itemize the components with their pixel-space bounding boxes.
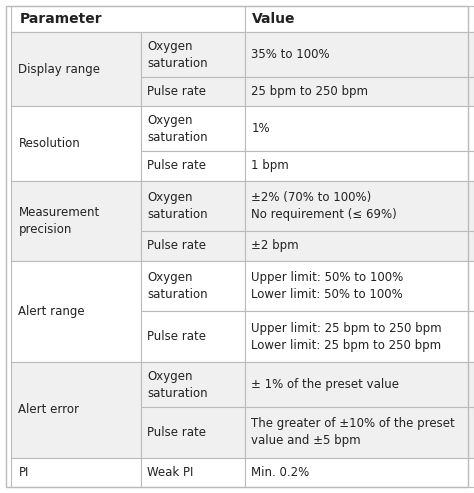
Text: Value: Value bbox=[252, 12, 296, 26]
Bar bbox=[141, 261, 245, 312]
Text: Pulse rate: Pulse rate bbox=[147, 330, 206, 343]
Text: Oxygen
saturation: Oxygen saturation bbox=[147, 191, 208, 221]
Text: The greater of ±10% of the preset
value and ±5 bpm: The greater of ±10% of the preset value … bbox=[251, 417, 455, 447]
Text: Oxygen
saturation: Oxygen saturation bbox=[147, 114, 208, 144]
Text: Upper limit: 25 bpm to 250 bpm
Lower limit: 25 bpm to 250 bpm: Upper limit: 25 bpm to 250 bpm Lower lim… bbox=[251, 322, 442, 352]
Text: ±2 bpm: ±2 bpm bbox=[251, 240, 299, 252]
Bar bbox=[245, 407, 474, 458]
Text: Upper limit: 50% to 100%
Lower limit: 50% to 100%: Upper limit: 50% to 100% Lower limit: 50… bbox=[251, 271, 403, 301]
Text: Pulse rate: Pulse rate bbox=[147, 240, 206, 252]
Bar bbox=[245, 312, 474, 362]
Text: Measurement
precision: Measurement precision bbox=[18, 206, 100, 236]
Bar bbox=[141, 106, 245, 151]
Bar bbox=[141, 151, 245, 180]
Text: Pulse rate: Pulse rate bbox=[147, 426, 206, 439]
Text: 25 bpm to 250 bpm: 25 bpm to 250 bpm bbox=[251, 85, 368, 98]
Bar bbox=[245, 362, 474, 407]
Bar bbox=[245, 77, 474, 106]
Bar bbox=[245, 231, 474, 261]
Bar bbox=[11, 458, 141, 487]
Bar bbox=[245, 106, 474, 151]
Bar bbox=[141, 362, 245, 407]
Bar bbox=[141, 407, 245, 458]
Bar bbox=[245, 458, 474, 487]
Text: Oxygen
saturation: Oxygen saturation bbox=[147, 370, 208, 399]
Text: Oxygen
saturation: Oxygen saturation bbox=[147, 271, 208, 301]
Text: Weak PI: Weak PI bbox=[147, 466, 193, 479]
Text: Alert range: Alert range bbox=[18, 305, 85, 318]
Bar bbox=[11, 362, 141, 458]
Text: ±2% (70% to 100%)
No requirement (≤ 69%): ±2% (70% to 100%) No requirement (≤ 69%) bbox=[251, 191, 397, 221]
Bar bbox=[245, 261, 474, 312]
Text: Alert error: Alert error bbox=[18, 403, 80, 417]
Bar bbox=[141, 33, 245, 77]
Text: 1%: 1% bbox=[251, 122, 270, 135]
Text: PI: PI bbox=[18, 466, 29, 479]
Bar bbox=[141, 312, 245, 362]
Bar bbox=[11, 180, 141, 261]
Text: Pulse rate: Pulse rate bbox=[147, 159, 206, 172]
Text: 35% to 100%: 35% to 100% bbox=[251, 48, 330, 61]
Bar bbox=[11, 106, 141, 180]
Bar bbox=[245, 151, 474, 180]
Bar bbox=[245, 180, 474, 231]
Bar bbox=[245, 33, 474, 77]
Bar bbox=[141, 180, 245, 231]
Text: Parameter: Parameter bbox=[20, 12, 102, 26]
Bar bbox=[11, 33, 141, 106]
Bar bbox=[11, 261, 141, 362]
Bar bbox=[245, 6, 474, 33]
Text: Oxygen
saturation: Oxygen saturation bbox=[147, 39, 208, 70]
Text: Resolution: Resolution bbox=[18, 137, 80, 150]
Bar bbox=[141, 458, 245, 487]
Bar bbox=[141, 77, 245, 106]
Text: Pulse rate: Pulse rate bbox=[147, 85, 206, 98]
Bar bbox=[141, 231, 245, 261]
Text: ± 1% of the preset value: ± 1% of the preset value bbox=[251, 378, 399, 391]
Text: 1 bpm: 1 bpm bbox=[251, 159, 289, 172]
Text: Display range: Display range bbox=[18, 63, 100, 76]
Text: Min. 0.2%: Min. 0.2% bbox=[251, 466, 310, 479]
Bar bbox=[11, 6, 245, 33]
